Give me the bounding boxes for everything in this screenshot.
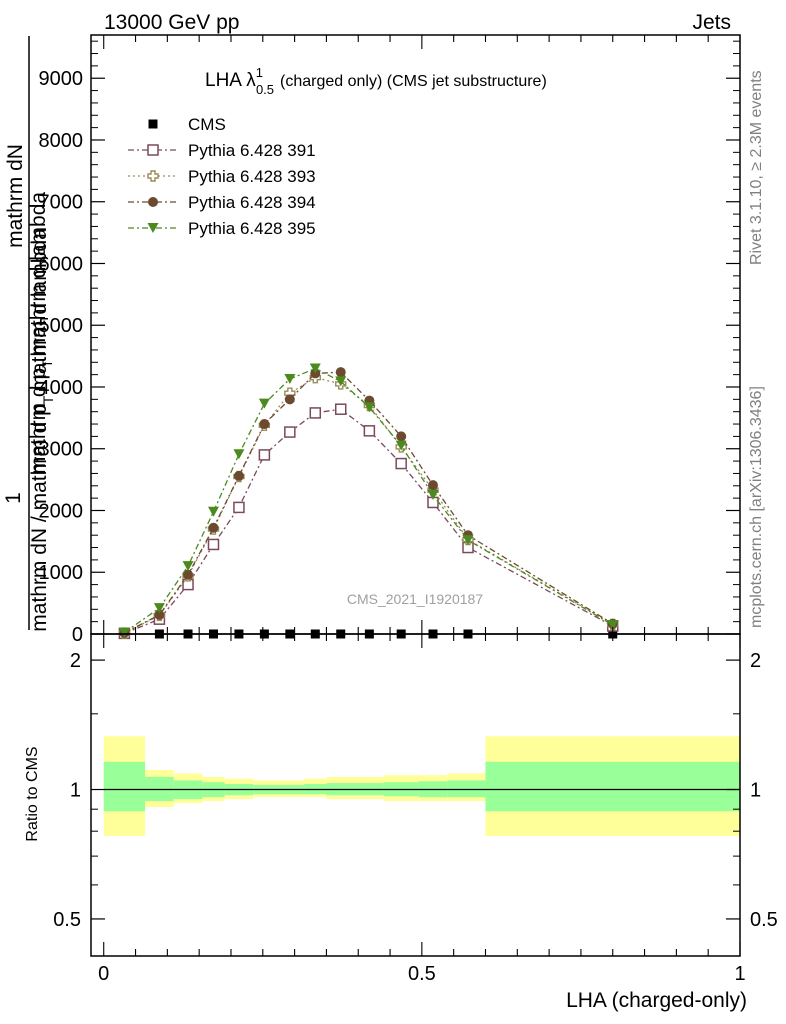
series-4 [118, 363, 619, 638]
ylabel-bottom: mathrm dN / mathrm d p [28, 404, 51, 632]
series-line-1 [124, 408, 614, 635]
data-point [462, 535, 474, 546]
data-point [427, 490, 439, 501]
ylabel-top-sub: T [39, 359, 55, 368]
data-point [427, 480, 438, 491]
data-point [183, 569, 194, 580]
legend-label: Pythia 6.428 395 [188, 219, 316, 238]
ytick-label: 5000 [39, 315, 84, 337]
y-axis-label: 1 mathrm dN mathrm d pTmathrm d lambda m… [2, 36, 56, 632]
data-point [153, 603, 165, 614]
ylabel-top-lambda: mathrm d lambda [27, 192, 50, 356]
series-line-2 [124, 377, 614, 634]
data-point [233, 501, 245, 514]
svg-text:LHA λ10.5(charged only) (CMS j: LHA λ1 0.5 (charged only) (CMS jet substru… [205, 65, 547, 97]
series-line-4 [124, 367, 614, 634]
title-rest: (charged only) (CMS jet substructure) [280, 73, 547, 90]
data-point [309, 407, 322, 419]
series-line-3 [124, 371, 614, 634]
legend-marker [147, 223, 159, 233]
ylabel-numerator: mathrm dN [4, 144, 27, 248]
ratio-ytick-label-left: 1 [70, 780, 81, 802]
title-main: LHA λ [205, 70, 256, 91]
data-point [259, 419, 270, 430]
data-point [334, 403, 347, 415]
data-point [182, 561, 194, 572]
ytick-label: 2000 [39, 500, 84, 522]
band-inner [485, 761, 740, 812]
header-left: 13000 GeV pp [104, 11, 239, 34]
band-inner [103, 761, 146, 812]
ylabel-top-d: mathrm d p [27, 368, 50, 474]
data-point [258, 398, 270, 409]
svg-text:mathrm dN / mathrm d pTmathrm: mathrm dN / mathrm d pTmathrm d lambda [28, 228, 56, 632]
legend-marker [148, 119, 158, 129]
data-point [208, 522, 219, 533]
ratio-ytick-label-left: 2 [70, 650, 81, 672]
legend-label: Pythia 6.428 393 [188, 167, 316, 186]
data-point [284, 394, 295, 405]
data-point [258, 449, 271, 461]
ratio-ylabel: Ratio to CMS [24, 746, 41, 841]
data-point [233, 449, 245, 460]
xtick-label: 1 [734, 963, 745, 985]
ratio-frame [90, 633, 741, 957]
legend-marker [147, 170, 159, 182]
data-point [284, 426, 296, 438]
ytick-label: 4000 [39, 377, 84, 399]
legend-label: Pythia 6.428 394 [188, 193, 316, 212]
ytick-label: 0 [72, 624, 83, 646]
main-plot: 0 1000 2000 3000 4000 5000 6000 7000 8000 9000 [39, 34, 741, 646]
data-point [335, 367, 346, 378]
ytick-label: 6000 [39, 253, 84, 275]
legend: CMS Pythia 6.428 391 Pythia 6.428 393 Pythi… [128, 115, 316, 238]
data-point [284, 373, 296, 384]
data-point [395, 440, 407, 451]
data-point [118, 627, 130, 638]
ratio-plot: 0.5 0.5 1 1 2 2 0 0.5 1 [53, 633, 778, 985]
data-point [396, 431, 407, 442]
svg-text:mathrm d pTmathrm d lambda: mathrm d pTmathrm d lambda [27, 192, 55, 474]
ylabel-bottom-sub: T [40, 395, 56, 404]
mcplots-label: mcplots.cern.ch [arXiv:1306.3436] [748, 386, 765, 628]
ytick-label: 9000 [39, 68, 84, 90]
data-point [207, 506, 219, 517]
data-point [335, 376, 347, 387]
ytick-label: 8000 [39, 130, 84, 152]
data-point [309, 363, 321, 374]
band-inner [447, 780, 486, 798]
watermark: CMS_2021_I1920187 [347, 591, 483, 607]
plot-title: LHA λ1 0.5 (charged only) (CMS jet substru… [205, 65, 547, 97]
legend-label: Pythia 6.428 391 [188, 141, 316, 160]
data-point [363, 425, 376, 437]
title-sup: 1 [256, 65, 263, 80]
ytick-label: 3000 [39, 439, 84, 461]
xtick-label: 0.5 [408, 963, 436, 985]
legend-label: CMS [188, 115, 226, 134]
xtick-label: 0 [98, 963, 109, 985]
rivet-label: Rivet 3.1.10, ≥ 2.3M events [748, 70, 765, 265]
data-point [607, 620, 619, 631]
header-right: Jets [692, 11, 731, 34]
legend-marker [147, 144, 159, 156]
data-point [363, 402, 375, 413]
ratio-ytick-label-left: 0.5 [53, 909, 81, 931]
ytick-label: 1000 [39, 562, 84, 584]
ylabel-one: 1 [2, 492, 25, 504]
ratio-ytick-label-right: 2 [750, 650, 761, 672]
data-point [154, 609, 165, 620]
title-sub: 0.5 [256, 82, 274, 97]
ylabel-bottom-lambda: mathrm d lambda [28, 228, 51, 392]
ratio-ytick-label-right: 1 [750, 780, 761, 802]
ytick-label: 7000 [39, 192, 84, 214]
legend-marker [148, 197, 158, 207]
data-point [233, 470, 244, 481]
ratio-ytick-label-right: 0.5 [750, 909, 778, 931]
data-point [207, 538, 220, 551]
x-axis-label: LHA (charged-only) [566, 989, 747, 1012]
data-point [395, 457, 407, 470]
